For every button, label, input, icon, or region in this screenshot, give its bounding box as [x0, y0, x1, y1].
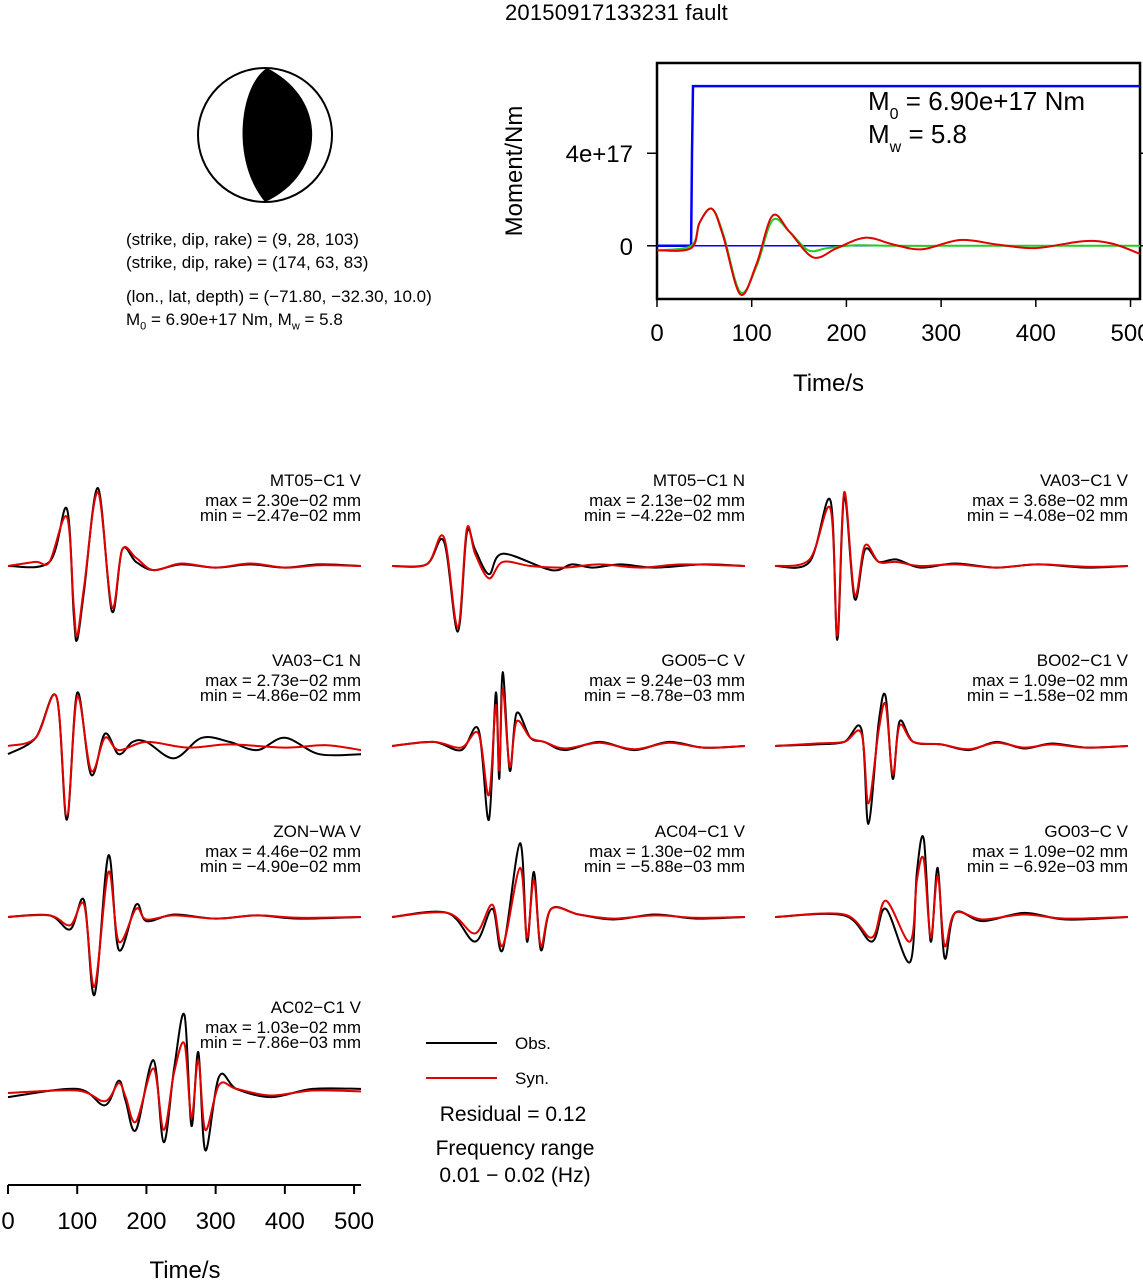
- station-max: max = 3.68e−02 mm: [972, 491, 1128, 510]
- figure-title: 20150917133231 fault: [505, 0, 728, 25]
- station-min: min = −1.58e−02 mm: [967, 686, 1128, 705]
- waveform-x-tick-label: 100: [57, 1208, 97, 1235]
- legend-syn-label: Syn.: [515, 1069, 549, 1088]
- station-label: BO02−C1 V: [1037, 651, 1129, 670]
- moment-plot-frame: [655, 61, 1142, 301]
- synthetic-waveform: [7, 491, 362, 638]
- observed-waveform: [774, 692, 1129, 825]
- station-max: max = 1.03e−02 mm: [205, 1018, 361, 1037]
- station-label: GO05−C V: [661, 651, 745, 670]
- station-label: MT05−C1 N: [653, 471, 745, 490]
- mechanism-plane-2: (strike, dip, rake) = (174, 63, 83): [126, 253, 369, 272]
- moment-x-tick-label: 0: [650, 320, 663, 347]
- station-max: max = 4.46e−02 mm: [205, 842, 361, 861]
- observed-waveform: [7, 854, 362, 996]
- station-min: min = −4.08e−02 mm: [967, 506, 1128, 525]
- moment-annotation-mw: Mw = 5.8: [868, 119, 967, 156]
- station-max: max = 1.30e−02 mm: [589, 842, 745, 861]
- synthetic-waveform: [7, 693, 362, 817]
- mechanism-moment: M0 = 6.90e+17 Nm, Mw = 5.8: [126, 310, 343, 333]
- residual-text: Residual = 0.12: [440, 1103, 587, 1126]
- moment-annotation-m0: M0 = 6.90e+17 Nm: [868, 86, 1085, 123]
- station-max: max = 1.09e−02 mm: [972, 671, 1128, 690]
- moment-x-tick-label: 400: [1016, 320, 1056, 347]
- moment-series-line: [657, 84, 1140, 248]
- station-label: MT05−C1 V: [270, 471, 362, 490]
- focal-mechanism-beachball: [197, 67, 333, 203]
- moment-y-axis-label: Moment/Nm: [501, 106, 528, 237]
- mechanism-location: (lon., lat, depth) = (−71.80, −32.30, 10…: [126, 287, 432, 306]
- station-min: min = −5.88e−03 mm: [584, 857, 745, 876]
- beachball-compressional-quadrant: [242, 68, 313, 202]
- frequency-range-title: Frequency range: [436, 1137, 595, 1160]
- synthetic-waveform: [7, 870, 362, 988]
- moment-x-tick-label: 200: [826, 320, 866, 347]
- station-min: min = −4.90e−02 mm: [200, 857, 361, 876]
- station-min: min = −2.47e−02 mm: [200, 506, 361, 525]
- synthetic-waveform: [391, 525, 746, 629]
- station-min: min = −7.86e−03 mm: [200, 1033, 361, 1052]
- station-min: min = −8.78e−03 mm: [584, 686, 745, 705]
- frequency-range-value: 0.01 − 0.02 (Hz): [439, 1164, 590, 1187]
- waveform-x-tick-label: 0: [1, 1208, 14, 1235]
- moment-y-tick-label: 0: [620, 234, 633, 261]
- observed-waveform: [7, 691, 362, 821]
- waveform-x-tick-label: 500: [334, 1208, 374, 1235]
- moment-x-tick-label: 300: [921, 320, 961, 347]
- station-max: max = 1.09e−02 mm: [972, 842, 1128, 861]
- station-label: ZON−WA V: [273, 822, 361, 841]
- synthetic-waveform: [774, 491, 1129, 637]
- synthetic-waveform: [7, 1041, 362, 1131]
- station-label: AC04−C1 V: [655, 822, 746, 841]
- legend-obs-label: Obs.: [515, 1034, 551, 1053]
- mechanism-plane-1: (strike, dip, rake) = (9, 28, 103): [126, 230, 359, 249]
- moment-y-tick-label: 4e+17: [566, 141, 633, 168]
- moment-series-line: [656, 207, 1140, 295]
- station-max: max = 2.13e−02 mm: [589, 491, 745, 510]
- moment-series-line: [656, 207, 1141, 296]
- moment-x-axis-label: Time/s: [793, 370, 864, 397]
- waveform-x-tick-label: 300: [196, 1208, 236, 1235]
- waveform-x-axis-label: Time/s: [149, 1257, 220, 1281]
- synthetic-waveform: [774, 702, 1129, 805]
- station-min: min = −4.22e−02 mm: [584, 506, 745, 525]
- station-min: min = −4.86e−02 mm: [200, 686, 361, 705]
- station-max: max = 2.73e−02 mm: [205, 671, 361, 690]
- synthetic-waveform: [774, 855, 1129, 948]
- synthetic-waveform: [391, 866, 746, 947]
- waveform-x-tick-label: 400: [265, 1208, 305, 1235]
- moment-rate-chart: 0 100 200 300 400 500 0 4e+17 Time/s Moment/Nm M0 …: [501, 61, 1143, 397]
- station-label: GO03−C V: [1044, 822, 1128, 841]
- station-label: AC02−C1 V: [271, 998, 362, 1017]
- moment-x-tick-label: 100: [732, 320, 772, 347]
- waveform-x-tick-label: 200: [126, 1208, 166, 1235]
- station-label: VA03−C1 N: [272, 651, 361, 670]
- station-max: max = 9.24e−03 mm: [589, 671, 745, 690]
- synthetic-waveform: [391, 687, 746, 797]
- station-min: min = −6.92e−03 mm: [967, 857, 1128, 876]
- station-label: VA03−C1 V: [1040, 471, 1129, 490]
- station-max: max = 2.30e−02 mm: [205, 491, 361, 510]
- moment-x-tick-label: 500: [1111, 320, 1143, 347]
